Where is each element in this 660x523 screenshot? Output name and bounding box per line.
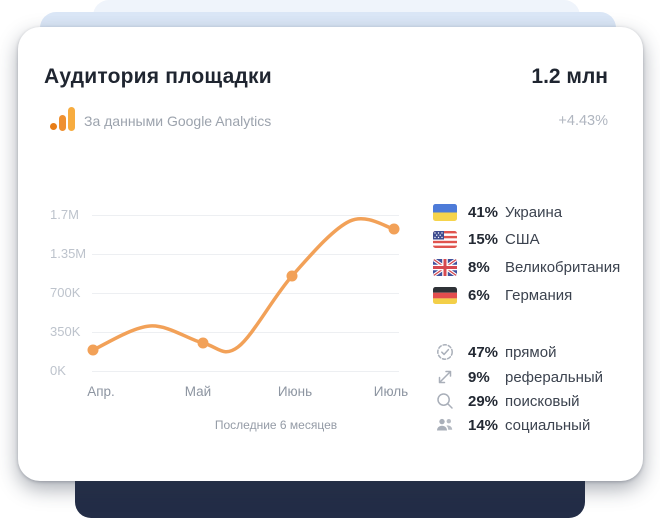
ga-logo-bar-mid — [59, 115, 66, 131]
country-name: Украина — [505, 203, 563, 221]
gridline — [92, 215, 399, 216]
chart-data-point — [286, 270, 298, 282]
audience-line-chart — [87, 217, 400, 356]
y-axis-tick: 1.35M — [50, 246, 87, 261]
total-audience-value: 1.2 млн — [531, 65, 608, 88]
page-title: Аудитория площадки — [44, 65, 272, 88]
chart-caption: Последние 6 месяцев — [214, 418, 338, 432]
source-percent: 47% — [468, 343, 499, 361]
y-axis-tick: 350K — [50, 324, 81, 339]
country-name: Великобритания — [505, 258, 621, 276]
data-source-label: За данными Google Analytics — [84, 113, 272, 129]
country-percent: 41% — [468, 203, 499, 221]
gridline — [92, 293, 399, 294]
google-analytics-icon — [50, 106, 78, 131]
country-name: США — [505, 230, 540, 248]
chart-data-point — [87, 344, 99, 356]
search-icon — [435, 391, 455, 411]
country-percent: 15% — [468, 230, 499, 248]
goal-check-icon — [435, 342, 455, 362]
source-row: 29% поисковый — [433, 389, 580, 413]
referral-arrows-icon — [435, 367, 455, 387]
source-name: поисковый — [505, 392, 580, 410]
ukraine-flag-icon — [433, 203, 457, 221]
x-axis-tick: Апр. — [87, 384, 115, 399]
social-people-icon — [435, 415, 455, 435]
source-name: социальный — [505, 416, 591, 434]
country-row: 15% США — [433, 227, 540, 251]
x-axis-tick: Июль — [373, 384, 409, 399]
country-name: Германия — [505, 286, 573, 304]
chart-data-point — [197, 337, 209, 349]
ga-logo-dot — [50, 123, 57, 130]
source-percent: 9% — [468, 368, 490, 386]
gridline — [92, 254, 399, 255]
gridline — [92, 332, 399, 333]
source-percent: 14% — [468, 416, 499, 434]
y-axis-tick: 1.7M — [50, 207, 79, 222]
source-percent: 29% — [468, 392, 499, 410]
source-name: прямой — [505, 343, 557, 361]
source-name: реферальный — [505, 368, 604, 386]
growth-percent: +4.43% — [558, 113, 608, 129]
audience-card: Аудитория площадки 1.2 млн За данными Go… — [18, 27, 643, 481]
x-axis-tick: Июнь — [277, 384, 313, 399]
ga-logo-bar-tall — [68, 107, 75, 131]
chart-data-point — [388, 223, 400, 235]
usa-flag-icon — [433, 230, 457, 248]
y-axis-tick: 0K — [50, 363, 66, 378]
source-row: 9% реферальный — [433, 365, 603, 389]
country-percent: 6% — [468, 286, 490, 304]
country-row: 6% Германия — [433, 283, 572, 307]
x-axis-tick: Май — [184, 384, 212, 399]
germany-flag-icon — [433, 286, 457, 304]
country-row: 8% Великобритания — [433, 255, 620, 279]
gridline — [92, 371, 399, 372]
y-axis-tick: 700K — [50, 285, 81, 300]
source-row: 14% социальный — [433, 413, 590, 437]
country-row: 41% Украина — [433, 200, 562, 224]
country-percent: 8% — [468, 258, 490, 276]
source-row: 47% прямой — [433, 340, 556, 364]
uk-flag-icon — [433, 258, 457, 276]
